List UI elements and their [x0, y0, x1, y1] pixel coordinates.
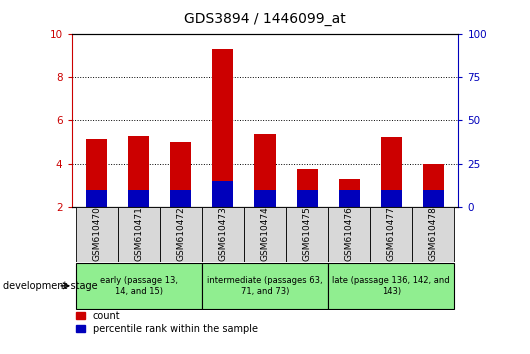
Text: GSM610474: GSM610474: [261, 206, 269, 261]
Bar: [128, 190, 149, 207]
Bar: [339, 179, 360, 207]
Bar: [86, 190, 107, 207]
Bar: [328, 207, 370, 262]
Bar: [339, 190, 360, 207]
Bar: [254, 190, 276, 207]
Bar: [202, 263, 328, 309]
Text: late (passage 136, 142, and
143): late (passage 136, 142, and 143): [332, 276, 450, 296]
Legend: count, percentile rank within the sample: count, percentile rank within the sample: [76, 311, 258, 334]
Text: GSM610471: GSM610471: [134, 206, 143, 261]
Text: GDS3894 / 1446099_at: GDS3894 / 1446099_at: [184, 12, 346, 27]
Bar: [286, 207, 328, 262]
Text: intermediate (passages 63,
71, and 73): intermediate (passages 63, 71, and 73): [207, 276, 323, 296]
Bar: [202, 207, 244, 262]
Text: GSM610472: GSM610472: [176, 206, 186, 261]
Bar: [76, 207, 118, 262]
Bar: [118, 207, 160, 262]
Bar: [297, 169, 317, 207]
Bar: [370, 207, 412, 262]
Bar: [128, 136, 149, 207]
Bar: [213, 49, 233, 207]
Bar: [423, 164, 444, 207]
Bar: [213, 181, 233, 207]
Bar: [86, 139, 107, 207]
Bar: [76, 263, 202, 309]
Text: GSM610476: GSM610476: [344, 206, 354, 261]
Text: GSM610477: GSM610477: [387, 206, 396, 261]
Text: GSM610475: GSM610475: [303, 206, 312, 261]
Bar: [328, 263, 454, 309]
Text: development stage: development stage: [3, 281, 98, 291]
Bar: [170, 142, 191, 207]
Text: GSM610478: GSM610478: [429, 206, 438, 261]
Bar: [297, 190, 317, 207]
Bar: [381, 137, 402, 207]
Text: GSM610470: GSM610470: [92, 206, 101, 261]
Text: GSM610473: GSM610473: [218, 206, 227, 261]
Bar: [170, 190, 191, 207]
Bar: [423, 190, 444, 207]
Bar: [244, 207, 286, 262]
Bar: [160, 207, 202, 262]
Bar: [412, 207, 454, 262]
Bar: [254, 135, 276, 207]
Bar: [381, 190, 402, 207]
Text: early (passage 13,
14, and 15): early (passage 13, 14, and 15): [100, 276, 178, 296]
